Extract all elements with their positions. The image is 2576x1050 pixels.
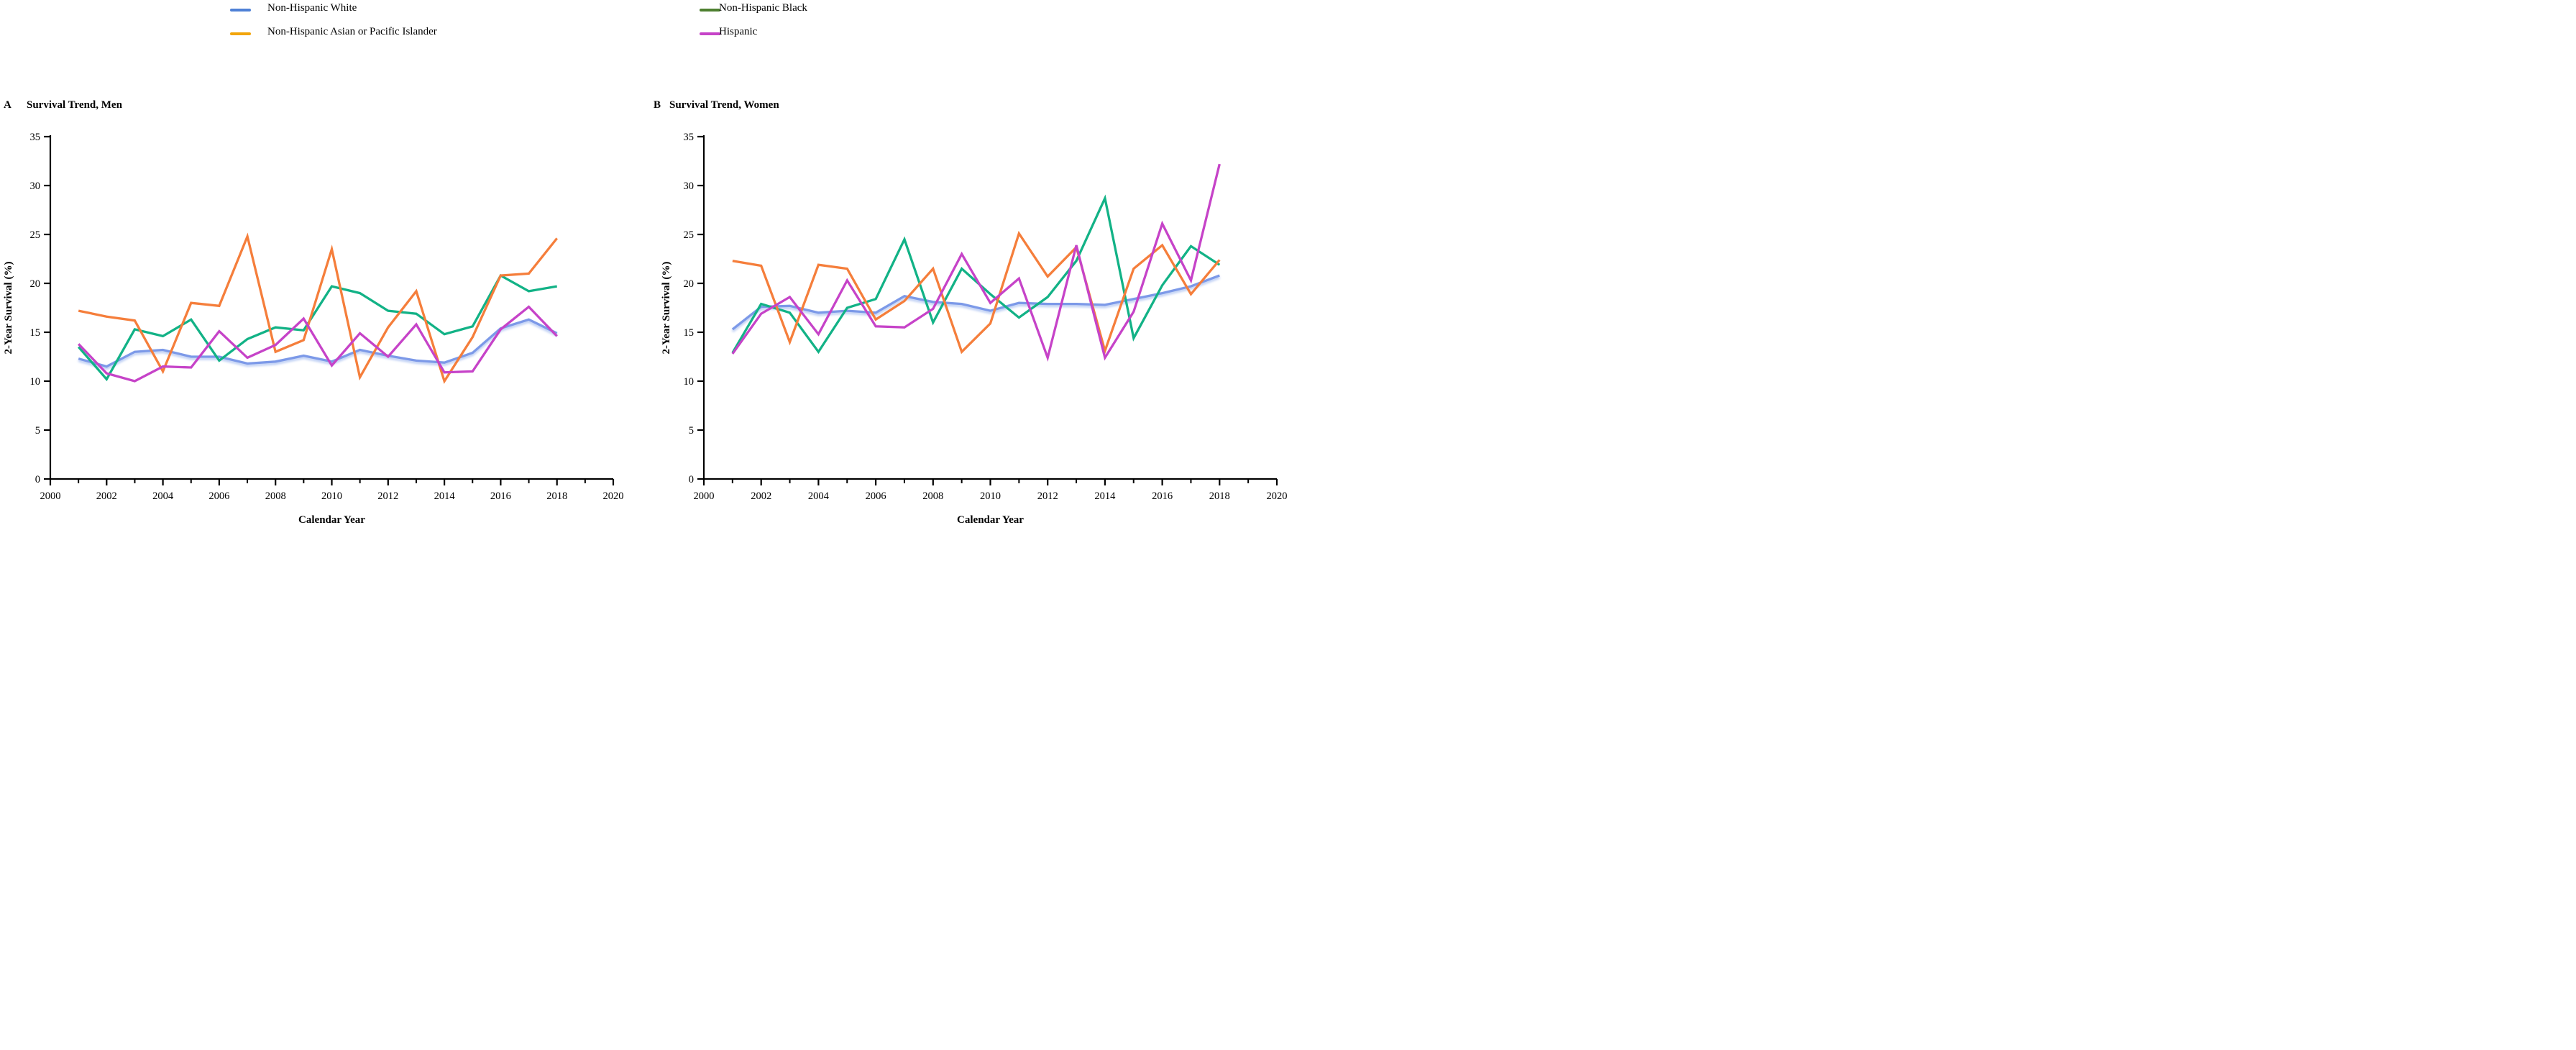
legend-swatch-non-hispanic-white bbox=[230, 9, 251, 12]
y-tick-label: 5 bbox=[689, 425, 694, 437]
y-tick-label: 25 bbox=[684, 229, 695, 241]
panel-b-plot: 0 5 10 15 20 25 30 35 2000 2002 2004 2006 2008 2010 20… bbox=[661, 132, 1288, 525]
x-tick-label: 2020 bbox=[603, 490, 624, 502]
x-tick-label: 2010 bbox=[980, 490, 1001, 502]
y-tick-label: 10 bbox=[30, 376, 41, 388]
y-tick-label: 30 bbox=[684, 181, 695, 192]
x-tick-label: 2002 bbox=[96, 490, 117, 502]
y-tick-label: 20 bbox=[684, 278, 695, 290]
x-tick-label: 2014 bbox=[434, 490, 456, 502]
x-tick-label: 2000 bbox=[694, 490, 715, 502]
x-axis-title: Calendar Year bbox=[957, 514, 1024, 525]
x-tick-label: 2014 bbox=[1094, 490, 1116, 502]
y-tick-label: 0 bbox=[35, 474, 40, 485]
x-tick-label: 2006 bbox=[208, 490, 229, 502]
y-tick-label: 5 bbox=[35, 425, 40, 437]
y-axis-title: 2-Year Survival (%) bbox=[661, 262, 672, 355]
series-line-non-hispanic-asian-or-pacific-islander bbox=[78, 232, 558, 384]
y-tick-label: 10 bbox=[684, 376, 695, 388]
x-tick-label: 2016 bbox=[1152, 490, 1173, 502]
x-tick-label: 2008 bbox=[922, 490, 943, 502]
legend-label-non-hispanic-asian-or-pacific-islander: Non-Hispanic Asian or Pacific Islander bbox=[267, 26, 437, 37]
series-line-non-hispanic-black bbox=[731, 194, 1221, 355]
legend-label-non-hispanic-black: Non-Hispanic Black bbox=[719, 2, 807, 14]
y-axis-title: 2-Year Survival (%) bbox=[3, 262, 14, 355]
series-line-hispanic bbox=[731, 163, 1221, 362]
x-tick-label: 2000 bbox=[40, 490, 61, 502]
series-line-non-hispanic-white bbox=[78, 318, 558, 368]
y-tick-label: 15 bbox=[684, 327, 695, 339]
x-tick-label: 2016 bbox=[490, 490, 511, 502]
x-tick-label: 2010 bbox=[321, 490, 342, 502]
legend-swatch-non-hispanic-asian-or-pacific-islander bbox=[230, 32, 251, 35]
x-tick-label: 2012 bbox=[1037, 490, 1058, 502]
panel-b-title: Survival Trend, Women bbox=[669, 99, 779, 111]
x-tick-label: 2002 bbox=[751, 490, 771, 502]
x-tick-label: 2004 bbox=[808, 490, 830, 502]
x-tick-label: 2004 bbox=[152, 490, 174, 502]
series-line-non-hispanic-asian-or-pacific-islander bbox=[732, 230, 1221, 355]
figure: Non-Hispanic White Non-Hispanic Asian or… bbox=[0, 0, 1288, 525]
y-tick-label: 0 bbox=[689, 474, 694, 485]
series-line-non-hispanic-black bbox=[77, 273, 557, 382]
y-tick-label: 15 bbox=[30, 327, 41, 339]
legend-swatch-hispanic bbox=[700, 32, 720, 35]
series-line-hispanic bbox=[78, 305, 558, 383]
legend-swatch-non-hispanic-black bbox=[700, 9, 720, 12]
x-axis-title: Calendar Year bbox=[298, 514, 365, 525]
panel-b-letter: B bbox=[654, 99, 661, 111]
panel-a-letter: A bbox=[4, 99, 12, 111]
panel-a-plot: 0 5 10 15 20 25 30 35 2000 2002 2004 2006 2008 2010 20… bbox=[3, 132, 624, 525]
y-tick-label: 35 bbox=[30, 132, 41, 143]
legend-label-non-hispanic-white: Non-Hispanic White bbox=[267, 2, 357, 14]
x-tick-label: 2012 bbox=[377, 490, 398, 502]
y-tick-label: 20 bbox=[30, 278, 41, 290]
x-tick-label: 2008 bbox=[265, 490, 286, 502]
y-tick-label: 25 bbox=[30, 229, 41, 241]
y-tick-label: 30 bbox=[30, 181, 41, 192]
x-tick-label: 2020 bbox=[1267, 490, 1288, 502]
panel-a-title: Survival Trend, Men bbox=[27, 99, 122, 111]
x-tick-label: 2018 bbox=[546, 490, 567, 502]
legend-label-hispanic: Hispanic bbox=[719, 26, 758, 37]
x-tick-label: 2018 bbox=[1209, 490, 1230, 502]
x-tick-label: 2006 bbox=[866, 490, 886, 502]
y-tick-label: 35 bbox=[684, 132, 695, 143]
